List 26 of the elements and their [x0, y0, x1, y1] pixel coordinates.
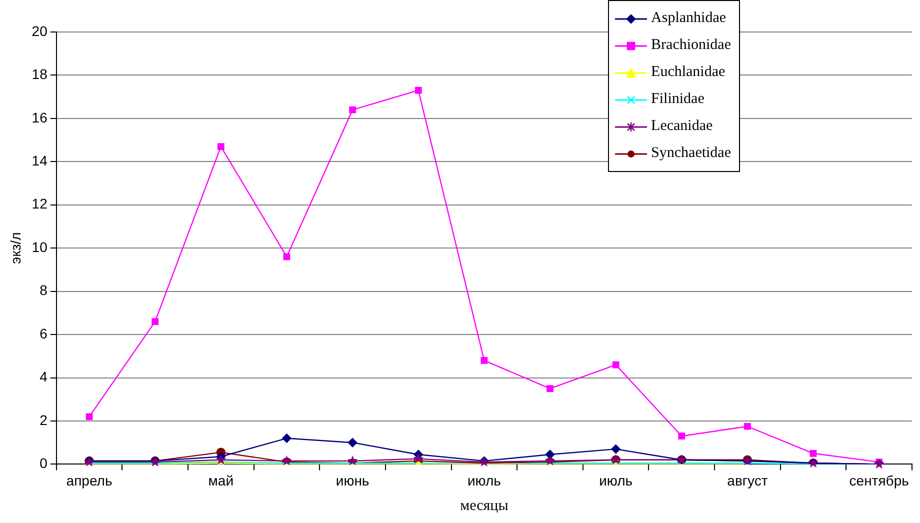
legend-label: Synchaetidae: [651, 145, 731, 162]
x-tick-label: июль: [467, 472, 501, 488]
x-tick-label: сентябрь: [849, 472, 909, 488]
y-tick-label: 20: [32, 22, 48, 39]
y-tick-label: 10: [32, 238, 48, 255]
y-tick-label: 18: [32, 66, 48, 82]
legend-label: Brachionidae: [651, 37, 731, 54]
x-tick-label: август: [727, 472, 768, 488]
legend-label: Lecanidae: [651, 118, 713, 135]
y-tick-label: 12: [32, 196, 48, 212]
x-tick-label: июль: [599, 472, 633, 488]
y-tick-label: 2: [40, 412, 48, 428]
y-tick-label: 6: [40, 325, 48, 342]
y-tick-label: 8: [40, 282, 48, 298]
y-axis-title: экз/л: [7, 232, 24, 264]
x-tick-label: май: [208, 472, 234, 488]
legend-label: Euchlanidae: [651, 64, 726, 81]
x-axis-title: месяцы: [460, 498, 508, 514]
legend-label: Filinidae: [651, 91, 704, 108]
x-tick-label: июнь: [336, 472, 370, 488]
y-tick-label: 4: [40, 368, 48, 385]
y-tick-label: 0: [40, 455, 48, 472]
y-tick-label: 14: [32, 152, 48, 169]
legend-label: Asplanhidae: [651, 10, 726, 27]
y-tick-label: 16: [32, 109, 48, 126]
x-tick-label: апрель: [66, 472, 112, 488]
